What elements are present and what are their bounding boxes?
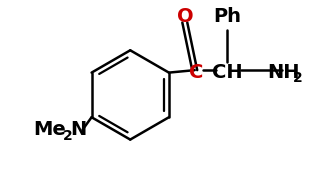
Text: CH: CH [212, 63, 243, 82]
Text: NH: NH [267, 63, 299, 82]
Text: 2: 2 [293, 71, 303, 85]
Text: 2: 2 [63, 129, 73, 143]
Text: C: C [188, 63, 203, 82]
Text: Me: Me [33, 120, 66, 139]
Text: O: O [178, 7, 194, 26]
Text: N: N [71, 120, 87, 139]
Text: Ph: Ph [213, 7, 241, 26]
